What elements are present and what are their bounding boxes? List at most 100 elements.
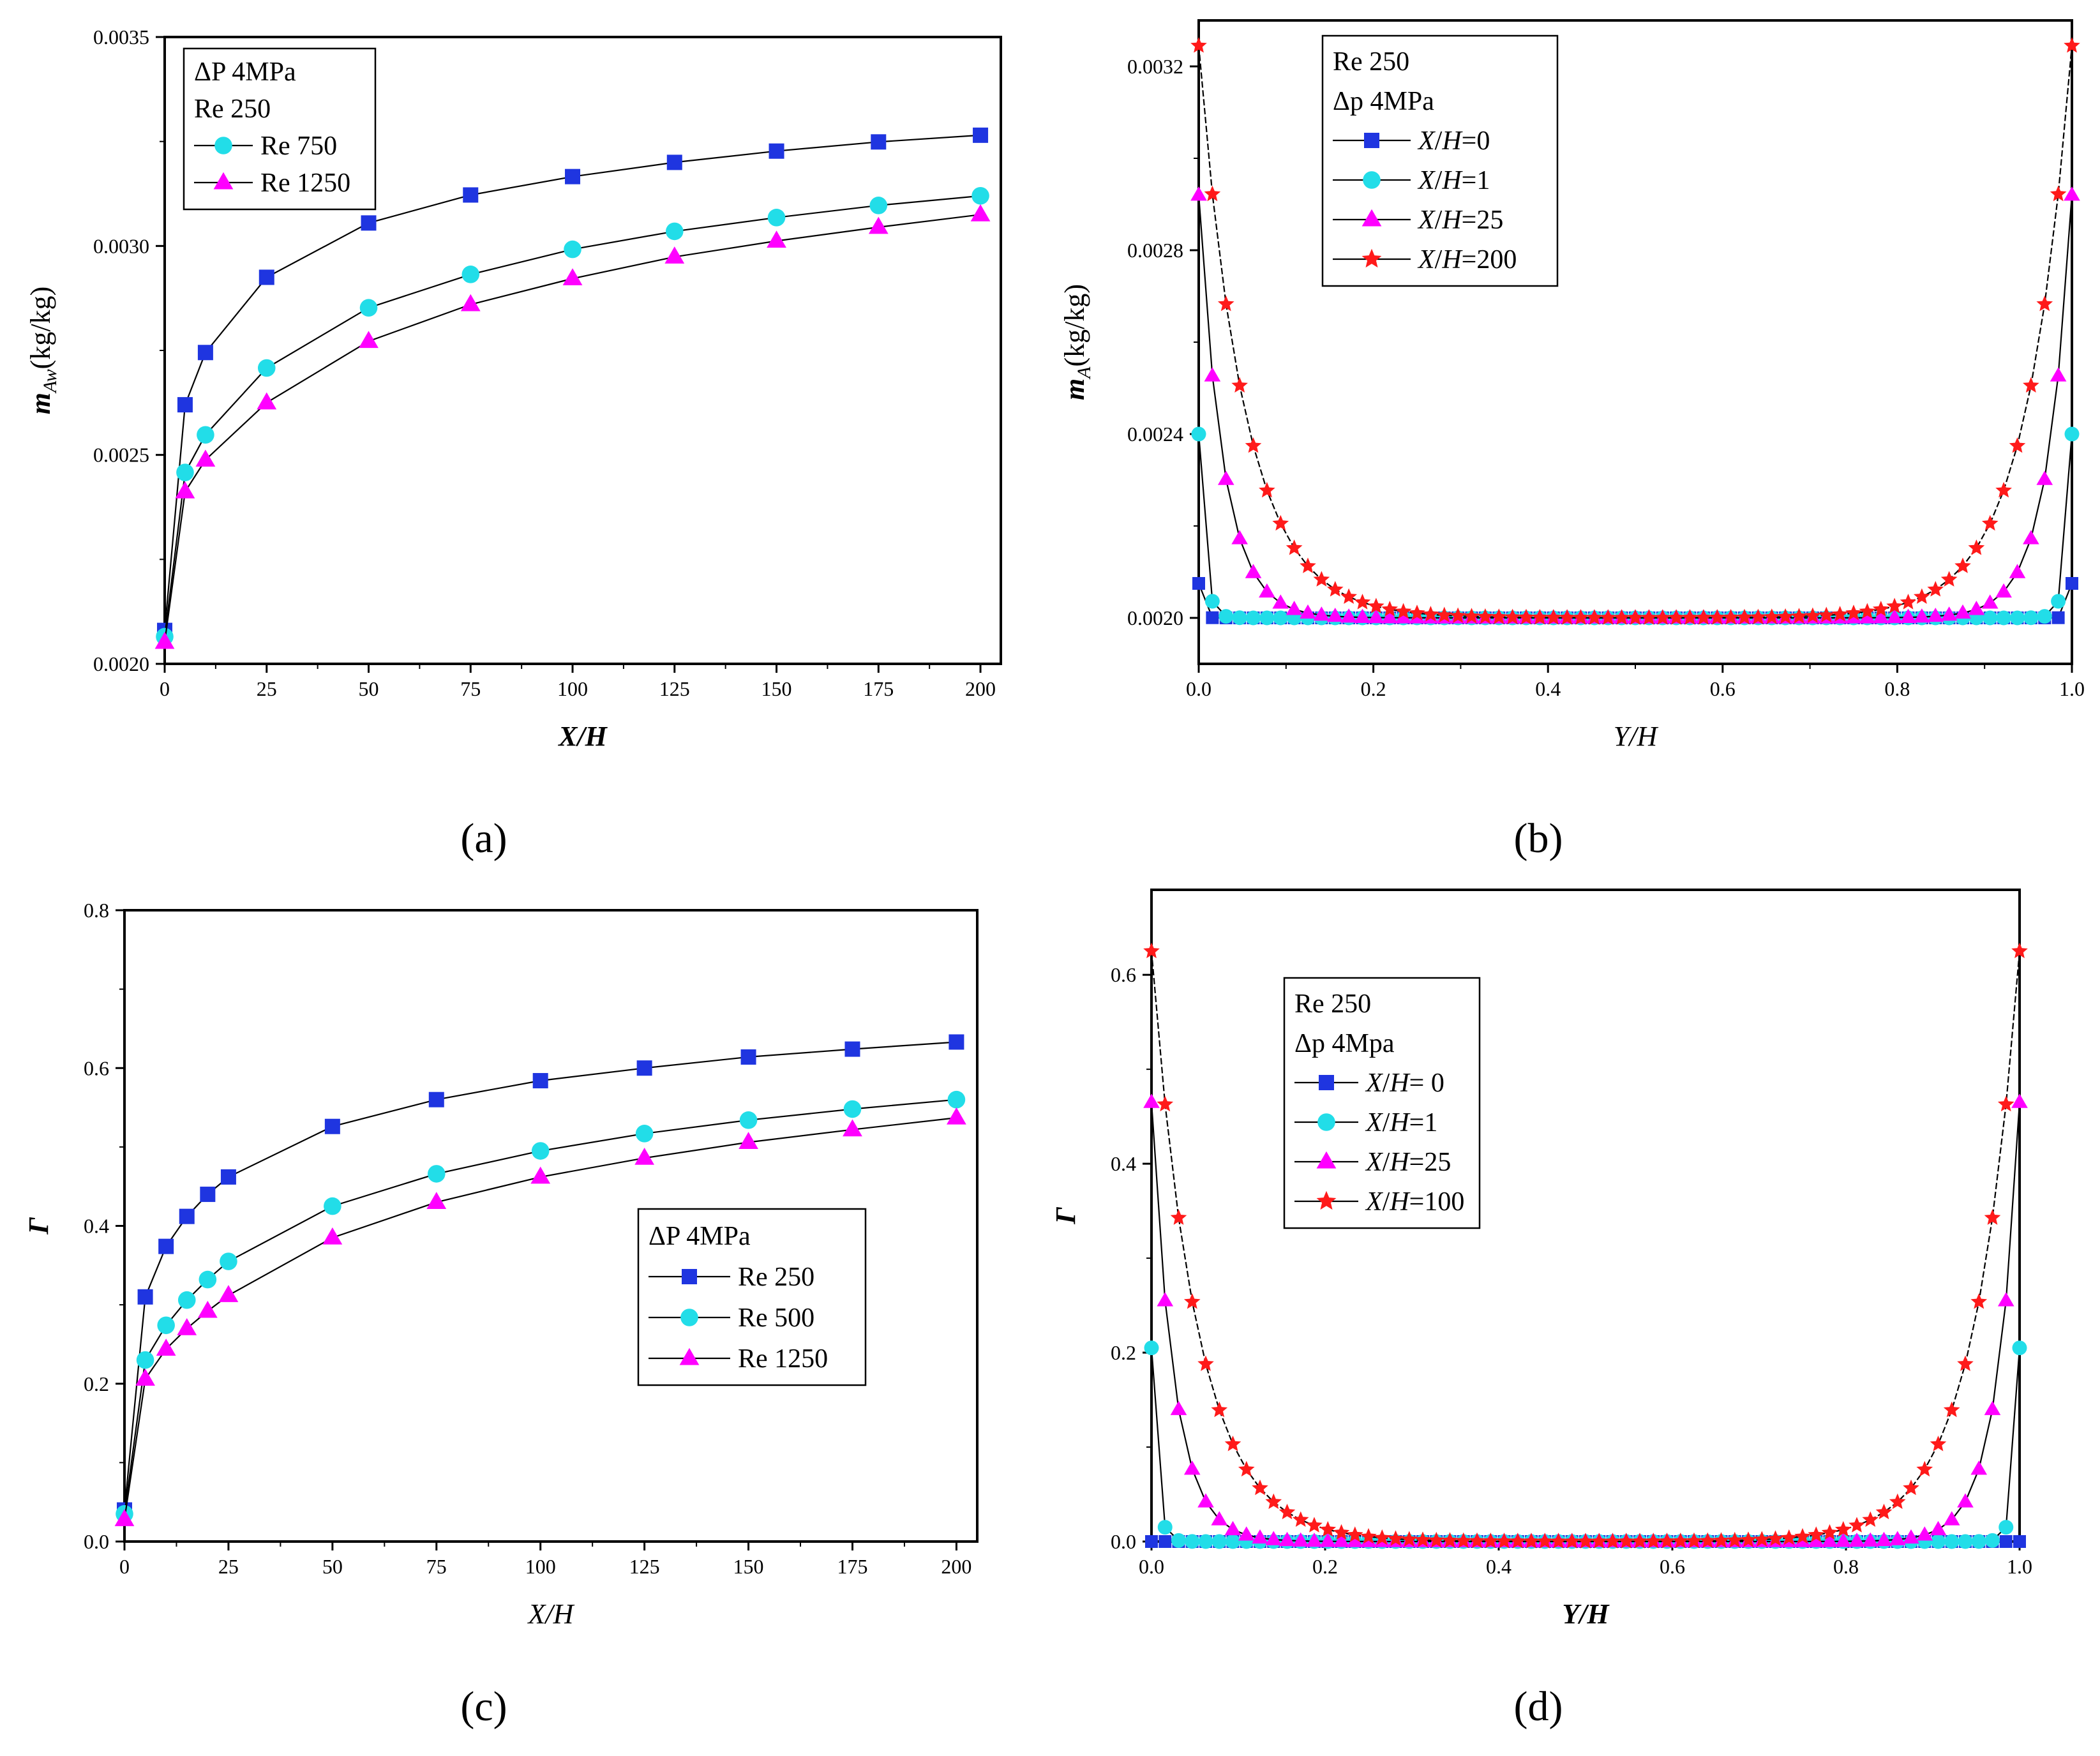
legend-header: Δp 4MPa bbox=[1333, 87, 1434, 116]
panel-label-d: (d) bbox=[1514, 1683, 1563, 1730]
data-point-star bbox=[1319, 1520, 1337, 1537]
x-tick-label: 150 bbox=[761, 677, 792, 700]
data-point-circle bbox=[359, 299, 378, 317]
data-point-circle bbox=[1983, 610, 1998, 626]
data-point-square bbox=[2013, 1535, 2026, 1548]
data-point-circle bbox=[177, 1291, 196, 1309]
x-axis-title: X/H bbox=[557, 721, 608, 752]
data-point-star bbox=[1600, 609, 1617, 625]
data-point-star bbox=[1286, 539, 1303, 555]
data-point-square bbox=[361, 215, 377, 231]
legend-marker-triangle bbox=[1361, 209, 1382, 227]
data-point-circle bbox=[1996, 610, 2011, 626]
legend-marker-circle bbox=[680, 1309, 698, 1326]
data-point-star bbox=[1490, 608, 1508, 624]
data-point-circle bbox=[1985, 1533, 2000, 1548]
data-point-square bbox=[463, 187, 479, 203]
data-point-star bbox=[1217, 296, 1234, 311]
data-point-triangle bbox=[1872, 609, 1889, 624]
data-point-triangle bbox=[114, 1509, 135, 1526]
x-axis-title: X/H bbox=[527, 1598, 575, 1630]
data-point-circle bbox=[1958, 1534, 1973, 1549]
data-point-triangle bbox=[1808, 1533, 1825, 1547]
data-point-star bbox=[1750, 608, 1767, 624]
data-point-triangle bbox=[1916, 1526, 1933, 1541]
data-point-star bbox=[1808, 1526, 1825, 1542]
data-point-star bbox=[1279, 1503, 1296, 1520]
y-tick-label: 0.4 bbox=[1111, 1152, 1136, 1175]
data-point-star bbox=[1845, 604, 1862, 620]
legend-marker-triangle bbox=[679, 1347, 700, 1365]
y-tick-label: 0.6 bbox=[84, 1056, 109, 1079]
data-point-star bbox=[1821, 1524, 1838, 1540]
data-point-star bbox=[1790, 608, 1808, 624]
data-point-star bbox=[1409, 604, 1425, 620]
data-point-circle bbox=[869, 197, 888, 214]
data-point-star bbox=[1374, 1529, 1391, 1545]
x-tick-label: 25 bbox=[218, 1555, 239, 1578]
data-point-circle bbox=[157, 1316, 175, 1335]
data-point-square bbox=[1159, 1535, 1172, 1548]
data-point-square bbox=[532, 1073, 548, 1089]
data-point-circle bbox=[1191, 426, 1206, 442]
data-point-triangle bbox=[154, 631, 175, 649]
x-tick-label: 200 bbox=[965, 677, 996, 700]
data-point-star bbox=[1387, 1530, 1404, 1546]
data-point-star bbox=[1794, 1527, 1811, 1544]
data-point-triangle bbox=[1183, 1460, 1201, 1475]
legend-entry: X/H=200 bbox=[1417, 245, 1517, 274]
panel-d: 0.0 0.2 0.4 0.6 0.8 1.0 0.0 0.2 0.4 0.6 Y/H Γ Re 25… bbox=[1050, 889, 2032, 1730]
data-point-star bbox=[1422, 606, 1439, 622]
data-point-triangle bbox=[1368, 609, 1384, 624]
y-axis-title: Γ bbox=[23, 1217, 54, 1235]
data-point-star bbox=[1818, 606, 1835, 622]
x-tick-label: 25 bbox=[257, 677, 277, 700]
data-point-star bbox=[1252, 1479, 1268, 1496]
legend-entry: X/H=100 bbox=[1365, 1187, 1464, 1217]
data-point-star bbox=[1211, 1401, 1228, 1418]
data-point-star bbox=[1604, 1533, 1621, 1549]
data-point-square bbox=[844, 1041, 860, 1057]
data-point-star bbox=[1995, 482, 2012, 498]
data-point-triangle bbox=[1984, 1400, 2001, 1415]
data-point-star bbox=[1722, 609, 1739, 625]
data-point-star bbox=[1414, 1531, 1431, 1547]
data-point-triangle bbox=[1170, 1400, 1187, 1415]
y-tick-label: 0.0035 bbox=[93, 26, 149, 49]
data-point-triangle bbox=[664, 246, 685, 264]
data-point-square bbox=[428, 1092, 444, 1107]
data-point-triangle bbox=[177, 1318, 197, 1335]
data-point-triangle bbox=[1968, 601, 1985, 615]
data-point-triangle bbox=[1859, 609, 1876, 624]
x-tick-label: 75 bbox=[460, 677, 481, 700]
data-point-star bbox=[1889, 1493, 1906, 1509]
data-point-star bbox=[1997, 1095, 2014, 1112]
data-point-triangle bbox=[1292, 1532, 1309, 1547]
data-point-triangle bbox=[1279, 1531, 1296, 1547]
data-point-triangle bbox=[1346, 1533, 1363, 1547]
data-point-star bbox=[1395, 603, 1412, 619]
legend-header: ΔP 4MPa bbox=[194, 57, 296, 87]
data-point-circle bbox=[2012, 1340, 2027, 1356]
x-tick-label: 0.2 bbox=[1361, 677, 1386, 700]
data-point-star bbox=[1613, 609, 1630, 625]
data-point-star bbox=[1400, 1531, 1418, 1547]
data-point-circle bbox=[1198, 1534, 1213, 1549]
data-point-star bbox=[1523, 1533, 1540, 1549]
data-point-star bbox=[1245, 437, 1262, 453]
data-point-triangle bbox=[634, 1147, 655, 1165]
legend-header: Re 250 bbox=[1333, 47, 1409, 77]
data-point-star bbox=[1477, 608, 1494, 624]
legend-entry: X/H=0 bbox=[1417, 126, 1490, 156]
data-point-star bbox=[1736, 608, 1753, 625]
data-point-triangle bbox=[2064, 186, 2080, 201]
data-point-star bbox=[1886, 597, 1903, 613]
data-point-square bbox=[740, 1049, 756, 1065]
data-point-square bbox=[1999, 1535, 2013, 1548]
data-point-triangle bbox=[1381, 609, 1399, 624]
data-point-star bbox=[1509, 1533, 1526, 1549]
y-tick-label: 0.0020 bbox=[1127, 606, 1183, 629]
data-point-circle bbox=[136, 1351, 154, 1369]
x-tick-label: 0.4 bbox=[1535, 677, 1561, 700]
data-point-star bbox=[1292, 1511, 1309, 1527]
